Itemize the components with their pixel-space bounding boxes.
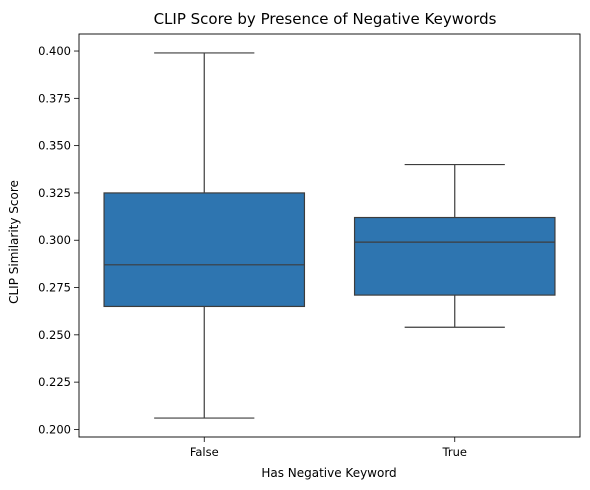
x-tick-label: False xyxy=(190,445,219,459)
x-axis-label: Has Negative Keyword xyxy=(261,466,396,480)
chart-title: CLIP Score by Presence of Negative Keywo… xyxy=(154,10,497,28)
y-tick-label: 0.325 xyxy=(38,186,71,200)
y-tick-label: 0.200 xyxy=(38,422,71,436)
plot-area: 0.200 0.225 0.250 0.275 0.300 0.325 0.350 0.375… xyxy=(38,33,581,459)
y-axis-label: CLIP Similarity Score xyxy=(7,180,21,304)
y-tick-label: 0.400 xyxy=(38,44,71,58)
y-tick-label: 0.250 xyxy=(38,328,71,342)
box-false xyxy=(103,192,306,308)
y-tick-label: 0.350 xyxy=(38,139,71,153)
y-tick-label: 0.375 xyxy=(38,91,71,105)
x-tick-label: True xyxy=(442,445,467,459)
axes-frame xyxy=(78,33,581,438)
y-tick-label: 0.275 xyxy=(38,281,71,295)
box-true xyxy=(353,216,556,296)
y-tick-label: 0.225 xyxy=(38,375,71,389)
y-tick-label: 0.300 xyxy=(38,233,71,247)
